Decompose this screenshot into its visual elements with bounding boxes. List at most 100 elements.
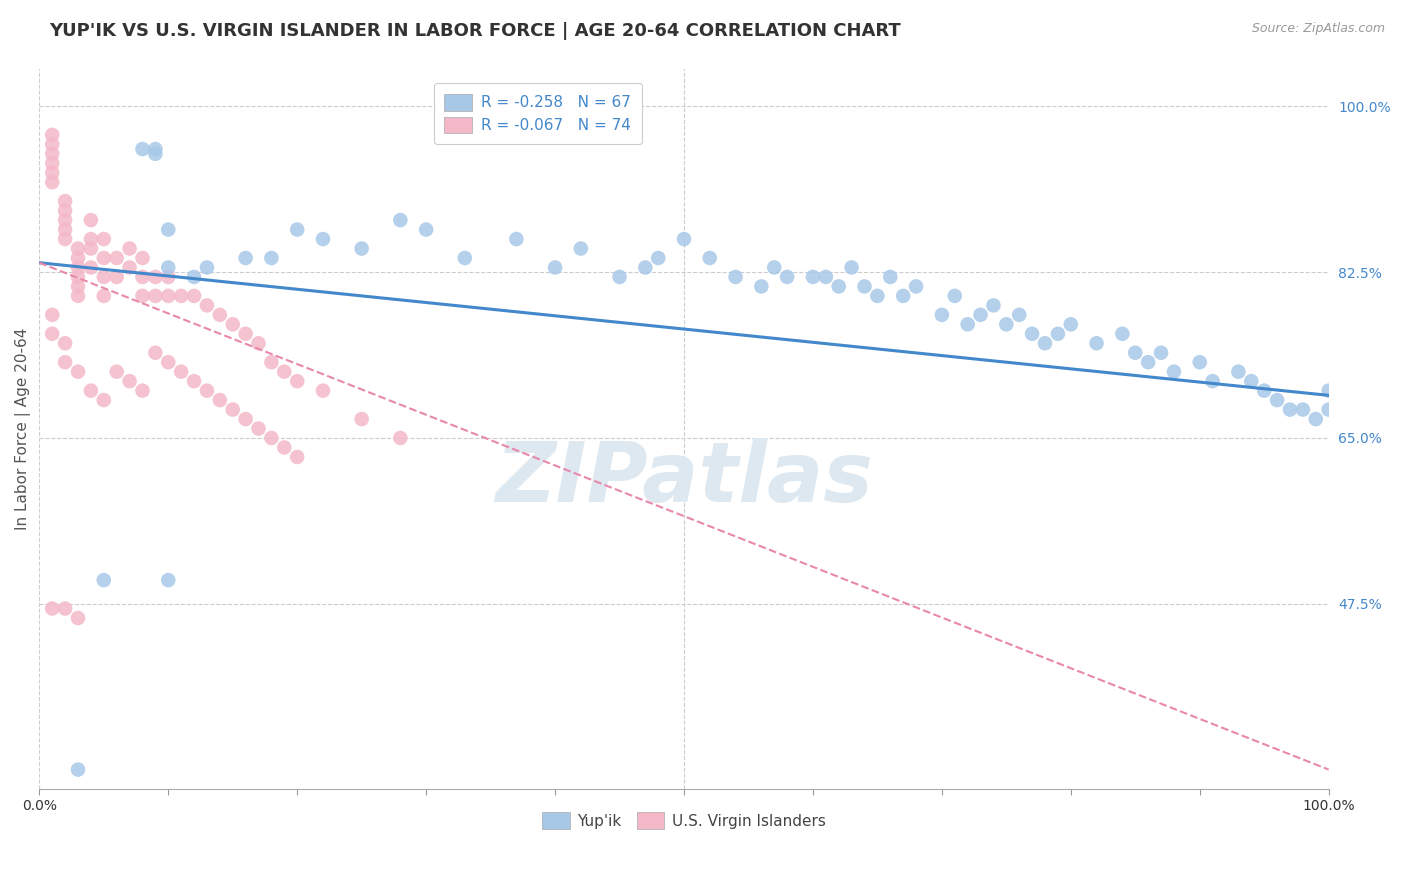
Point xyxy=(157,289,180,303)
Point xyxy=(145,345,167,359)
Point xyxy=(247,336,270,351)
Point xyxy=(66,611,89,625)
Point xyxy=(1046,326,1069,341)
Point xyxy=(195,298,218,312)
Point xyxy=(41,308,63,322)
Point xyxy=(66,260,89,275)
Point xyxy=(969,308,991,322)
Point xyxy=(389,213,412,227)
Text: YUP'IK VS U.S. VIRGIN ISLANDER IN LABOR FORCE | AGE 20-64 CORRELATION CHART: YUP'IK VS U.S. VIRGIN ISLANDER IN LABOR … xyxy=(49,22,901,40)
Point xyxy=(569,242,592,256)
Point xyxy=(505,232,527,246)
Point xyxy=(131,289,153,303)
Point xyxy=(93,289,115,303)
Point xyxy=(53,203,76,218)
Point xyxy=(66,242,89,256)
Point xyxy=(1163,365,1185,379)
Point xyxy=(80,384,103,398)
Point xyxy=(80,242,103,256)
Point xyxy=(208,393,231,408)
Point xyxy=(208,308,231,322)
Point xyxy=(53,232,76,246)
Point xyxy=(763,260,786,275)
Point xyxy=(41,601,63,615)
Point xyxy=(118,374,141,388)
Point xyxy=(956,318,979,332)
Point xyxy=(80,260,103,275)
Point xyxy=(544,260,567,275)
Point xyxy=(118,242,141,256)
Point xyxy=(454,251,477,265)
Point xyxy=(235,251,257,265)
Point xyxy=(841,260,863,275)
Point xyxy=(53,213,76,227)
Point xyxy=(157,269,180,284)
Point xyxy=(157,222,180,236)
Point xyxy=(53,222,76,236)
Point xyxy=(866,289,889,303)
Point xyxy=(1201,374,1223,388)
Point xyxy=(828,279,851,293)
Point xyxy=(1021,326,1043,341)
Point xyxy=(131,251,153,265)
Point xyxy=(53,355,76,369)
Point xyxy=(183,289,205,303)
Point xyxy=(1305,412,1327,426)
Point xyxy=(131,269,153,284)
Text: Source: ZipAtlas.com: Source: ZipAtlas.com xyxy=(1251,22,1385,36)
Point xyxy=(131,384,153,398)
Point xyxy=(93,232,115,246)
Point xyxy=(647,251,669,265)
Point xyxy=(1060,318,1083,332)
Point xyxy=(105,251,128,265)
Point xyxy=(118,260,141,275)
Y-axis label: In Labor Force | Age 20-64: In Labor Force | Age 20-64 xyxy=(15,327,31,530)
Point xyxy=(1137,355,1160,369)
Point xyxy=(1278,402,1301,417)
Point xyxy=(53,336,76,351)
Point xyxy=(995,318,1018,332)
Point xyxy=(80,232,103,246)
Point xyxy=(1317,384,1340,398)
Point xyxy=(131,142,153,156)
Point xyxy=(1292,402,1315,417)
Point xyxy=(891,289,914,303)
Point xyxy=(672,232,695,246)
Point xyxy=(41,156,63,170)
Point xyxy=(93,573,115,587)
Point xyxy=(66,269,89,284)
Point xyxy=(157,355,180,369)
Point xyxy=(66,279,89,293)
Point xyxy=(41,146,63,161)
Point xyxy=(931,308,953,322)
Point xyxy=(1123,345,1146,359)
Point xyxy=(983,298,1005,312)
Point xyxy=(1008,308,1031,322)
Point xyxy=(105,269,128,284)
Point xyxy=(415,222,437,236)
Point xyxy=(93,393,115,408)
Point xyxy=(350,242,373,256)
Point xyxy=(93,251,115,265)
Point xyxy=(273,365,295,379)
Point xyxy=(157,573,180,587)
Point xyxy=(195,384,218,398)
Point xyxy=(350,412,373,426)
Point xyxy=(145,269,167,284)
Point xyxy=(66,763,89,777)
Point xyxy=(751,279,773,293)
Point xyxy=(260,355,283,369)
Point xyxy=(183,374,205,388)
Point xyxy=(853,279,876,293)
Point xyxy=(273,441,295,455)
Point xyxy=(634,260,657,275)
Point xyxy=(93,269,115,284)
Point xyxy=(222,318,245,332)
Point xyxy=(145,289,167,303)
Point xyxy=(66,289,89,303)
Point xyxy=(53,601,76,615)
Point xyxy=(879,269,901,284)
Point xyxy=(389,431,412,445)
Legend: Yup'ik, U.S. Virgin Islanders: Yup'ik, U.S. Virgin Islanders xyxy=(536,806,832,835)
Point xyxy=(222,402,245,417)
